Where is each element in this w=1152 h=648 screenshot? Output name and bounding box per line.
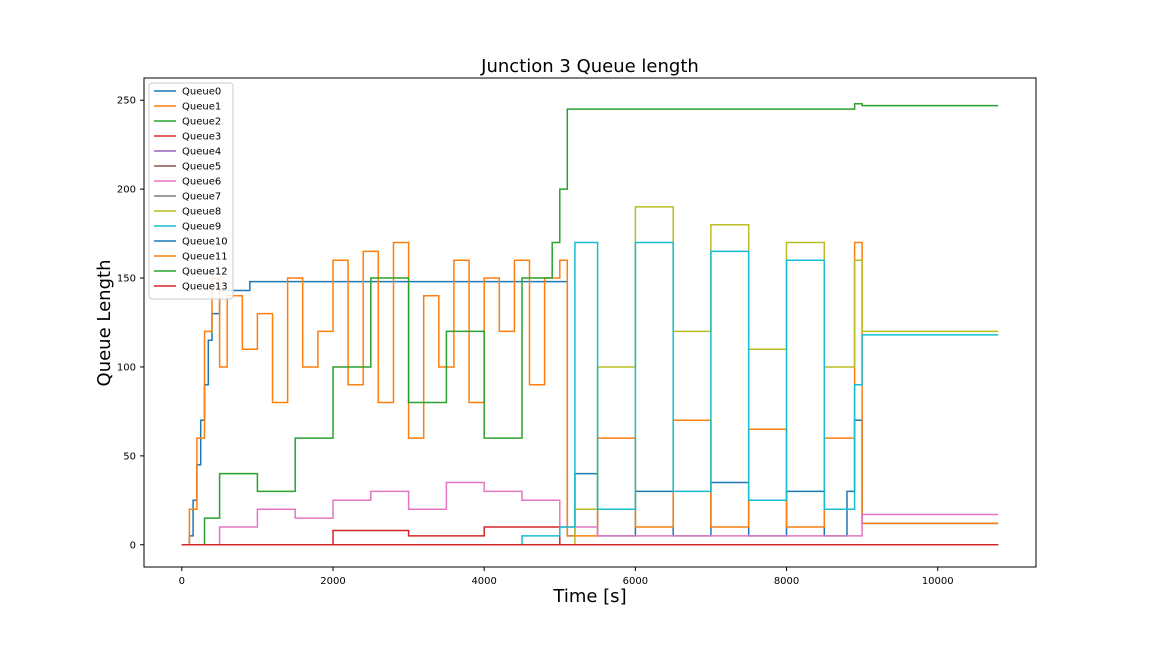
series-line-queue6 [181, 481, 999, 546]
legend-label: Queue4 [182, 147, 221, 158]
legend-label: Queue3 [182, 132, 221, 143]
series-line-queue1 [181, 241, 999, 546]
legend-label: Queue0 [182, 87, 221, 98]
legend-label: Queue12 [182, 267, 228, 278]
series-line-queue8 [181, 206, 999, 546]
x-axis-title: Time [s] [552, 586, 626, 607]
x-tick-label: 2000 [320, 576, 345, 587]
legend-box [148, 82, 234, 300]
axis-ticks: 0 2000 4000 6000 8000 10000 0 50 100 150 200 250 [117, 96, 954, 587]
legend-label: Queue9 [182, 222, 221, 233]
x-tick-label: 8000 [774, 576, 799, 587]
legend-label: Queue2 [182, 117, 221, 128]
y-tick-label: 150 [117, 274, 136, 285]
legend-label: Queue6 [182, 177, 221, 188]
y-tick-label: 0 [130, 540, 136, 551]
y-tick-label: 50 [123, 451, 136, 462]
legend: Queue0 Queue1 Queue2 Queue3 Queue4 Queue5 Queu… [148, 82, 234, 300]
legend-label: Queue10 [182, 237, 228, 248]
y-axis-title: Queue Length [94, 260, 115, 387]
y-tick-label: 100 [117, 362, 136, 373]
x-tick-label: 10000 [922, 576, 954, 587]
legend-label: Queue11 [182, 252, 228, 263]
legend-label: Queue8 [182, 207, 221, 218]
legend-label: Queue1 [182, 102, 221, 113]
y-tick-label: 200 [117, 185, 136, 196]
plot-frame [143, 77, 1037, 568]
series-line-queue0 [181, 280, 999, 546]
legend-label: Queue5 [182, 162, 221, 173]
series-line-queue2 [181, 103, 999, 546]
x-tick-label: 4000 [471, 576, 496, 587]
legend-label: Queue7 [182, 192, 221, 203]
y-tick-label: 250 [117, 96, 136, 107]
legend-label: Queue13 [182, 282, 228, 293]
series-line-queue9 [181, 241, 999, 546]
chart-title: Junction 3 Queue length [480, 56, 699, 77]
x-tick-label: 6000 [623, 576, 648, 587]
x-tick-label: 0 [179, 576, 185, 587]
